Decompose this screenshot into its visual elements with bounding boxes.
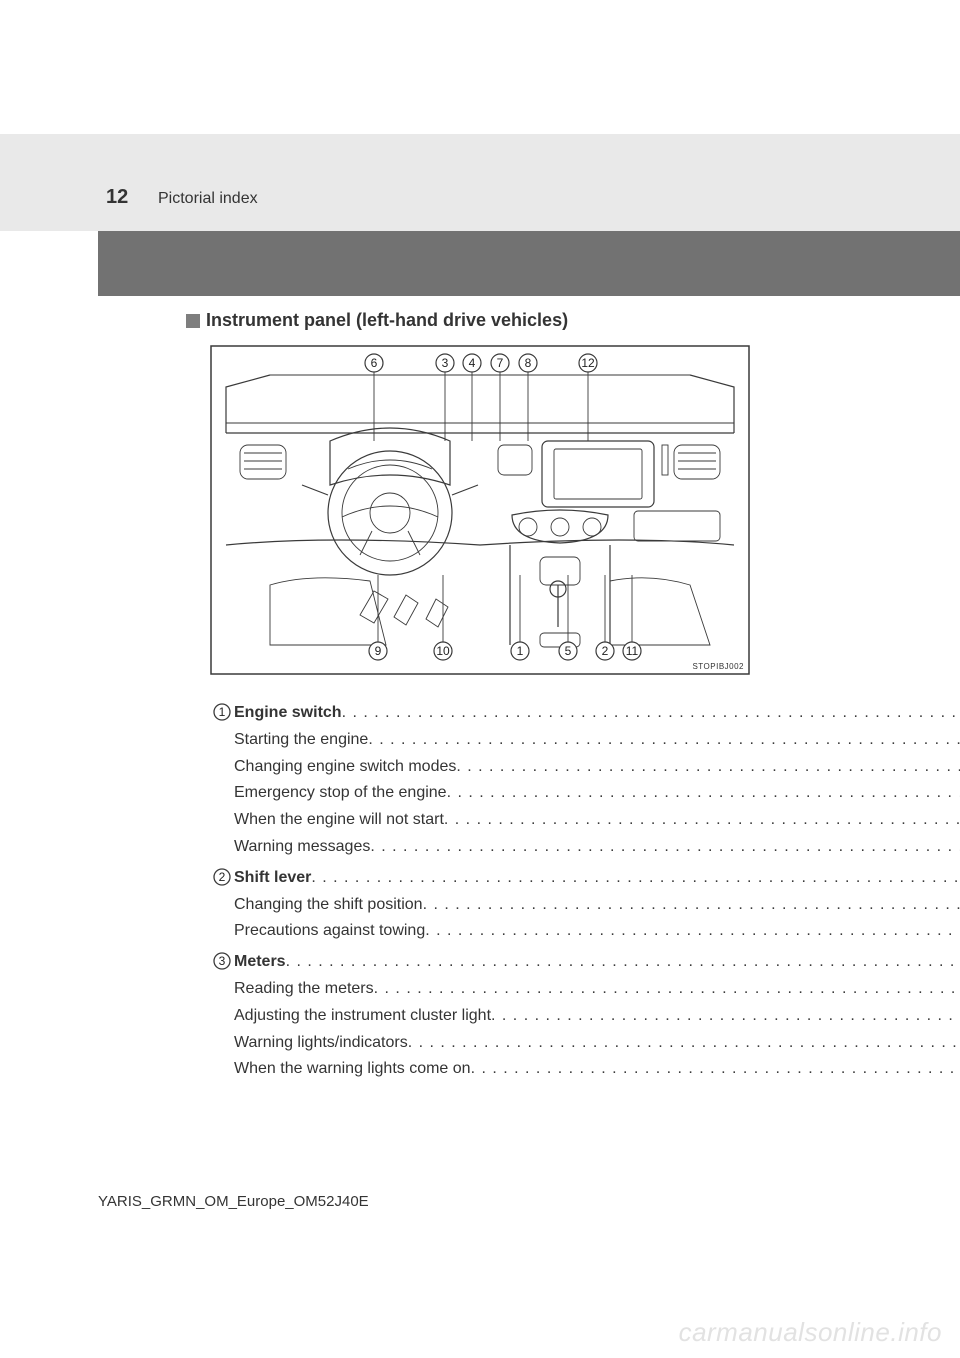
svg-text:8: 8 — [525, 356, 532, 370]
svg-text:3: 3 — [219, 954, 226, 968]
index-subentry: Starting the engine P. 187 — [210, 728, 750, 753]
index-group: 1 Engine switch P. 187 — [210, 701, 750, 726]
callout-8: 8 — [519, 354, 537, 372]
leader-dots — [423, 893, 960, 918]
callout-11: 11 — [623, 642, 641, 660]
leader-dots — [425, 919, 960, 944]
callout-6: 6 — [365, 354, 383, 372]
index-subentry: Warning lights/indicators P. 92 — [210, 1031, 750, 1056]
svg-text:1: 1 — [219, 705, 226, 719]
index-subentry: Adjusting the instrument cluster light P… — [210, 1004, 750, 1029]
index-subentry: Changing the shift position P. 192 — [210, 893, 750, 918]
leader-dots — [342, 701, 960, 726]
section-marker-icon — [186, 314, 200, 328]
section-heading: Instrument panel (left-hand drive vehicl… — [186, 310, 568, 331]
index-label: Precautions against towing — [234, 919, 425, 944]
leader-dots — [456, 755, 960, 780]
svg-text:5: 5 — [565, 644, 572, 658]
svg-text:3: 3 — [442, 356, 449, 370]
callout-9: 9 — [369, 642, 387, 660]
callout-1: 1 — [511, 642, 529, 660]
svg-text:4: 4 — [469, 356, 476, 370]
index-group: 3 Meters P. 96 — [210, 950, 750, 975]
leader-dots — [368, 728, 960, 753]
diagram-image-id: STOPIBJ002 — [692, 662, 744, 671]
callout-10: 10 — [434, 642, 452, 660]
svg-text:2: 2 — [602, 644, 609, 658]
index-label: Meters — [234, 950, 286, 975]
index-subentry: Precautions against towing P. 319 — [210, 919, 750, 944]
svg-text:12: 12 — [581, 356, 595, 370]
index-subentry: Emergency stop of the engine P. 317 — [210, 781, 750, 806]
index-label: Changing the shift position — [234, 893, 423, 918]
index-label: Engine switch — [234, 701, 342, 726]
callout-12: 12 — [579, 354, 597, 372]
dark-bar — [98, 231, 960, 296]
index-label: Shift lever — [234, 866, 311, 891]
leader-dots — [408, 1031, 960, 1056]
leader-dots — [444, 808, 960, 833]
header-bar — [0, 134, 960, 231]
index-label: Changing engine switch modes — [234, 755, 456, 780]
index-label: Warning messages — [234, 835, 370, 860]
watermark: carmanualsonline.info — [679, 1317, 942, 1348]
index-label: When the warning lights come on — [234, 1057, 471, 1082]
leader-dots — [447, 781, 960, 806]
chapter-title: Pictorial index — [158, 190, 258, 208]
svg-text:2: 2 — [219, 870, 226, 884]
leader-dots — [471, 1057, 960, 1082]
page: 12 Pictorial index Instrument panel (lef… — [0, 0, 960, 1358]
index-label: Starting the engine — [234, 728, 368, 753]
index-subentry: Reading the meters P. 96 — [210, 977, 750, 1002]
callout-5: 5 — [559, 642, 577, 660]
index-label: When the engine will not start — [234, 808, 444, 833]
index-label: Reading the meters — [234, 977, 374, 1002]
leader-dots — [286, 950, 960, 975]
callout-2: 2 — [596, 642, 614, 660]
index-label: Adjusting the instrument cluster light — [234, 1004, 491, 1029]
bullet-icon: 1 — [210, 701, 234, 721]
callout-3: 3 — [436, 354, 454, 372]
document-id: YARIS_GRMN_OM_Europe_OM52J40E — [98, 1193, 369, 1210]
svg-text:7: 7 — [497, 356, 504, 370]
index-subentry: Changing engine switch modes P. 188 — [210, 755, 750, 780]
index-subentry: Warning messages P. 332 — [210, 835, 750, 860]
bullet-icon: 2 — [210, 866, 234, 886]
leader-dots — [370, 835, 960, 860]
index-label: Warning lights/indicators — [234, 1031, 408, 1056]
leader-dots — [374, 977, 960, 1002]
index-label: Emergency stop of the engine — [234, 781, 447, 806]
instrument-panel-diagram: 6 3 4 7 8 12 9 10 1 5 2 11 STOPIBJ002 — [210, 345, 750, 675]
callout-4: 4 — [463, 354, 481, 372]
section-title: Instrument panel (left-hand drive vehicl… — [206, 310, 568, 331]
index-list: 1 Engine switch P. 187 Starting the engi… — [210, 695, 750, 1082]
callout-7: 7 — [491, 354, 509, 372]
svg-text:10: 10 — [436, 644, 450, 658]
index-group: 2 Shift lever P. 192 — [210, 866, 750, 891]
svg-text:6: 6 — [371, 356, 378, 370]
bullet-icon: 3 — [210, 950, 234, 970]
leader-dots — [491, 1004, 960, 1029]
svg-text:9: 9 — [375, 644, 382, 658]
svg-text:11: 11 — [626, 644, 639, 658]
index-subentry: When the engine will not start P. 354 — [210, 808, 750, 833]
leader-dots — [311, 866, 960, 891]
index-subentry: When the warning lights come on P. 327 — [210, 1057, 750, 1082]
svg-text:1: 1 — [517, 644, 524, 658]
page-number: 12 — [106, 186, 128, 209]
